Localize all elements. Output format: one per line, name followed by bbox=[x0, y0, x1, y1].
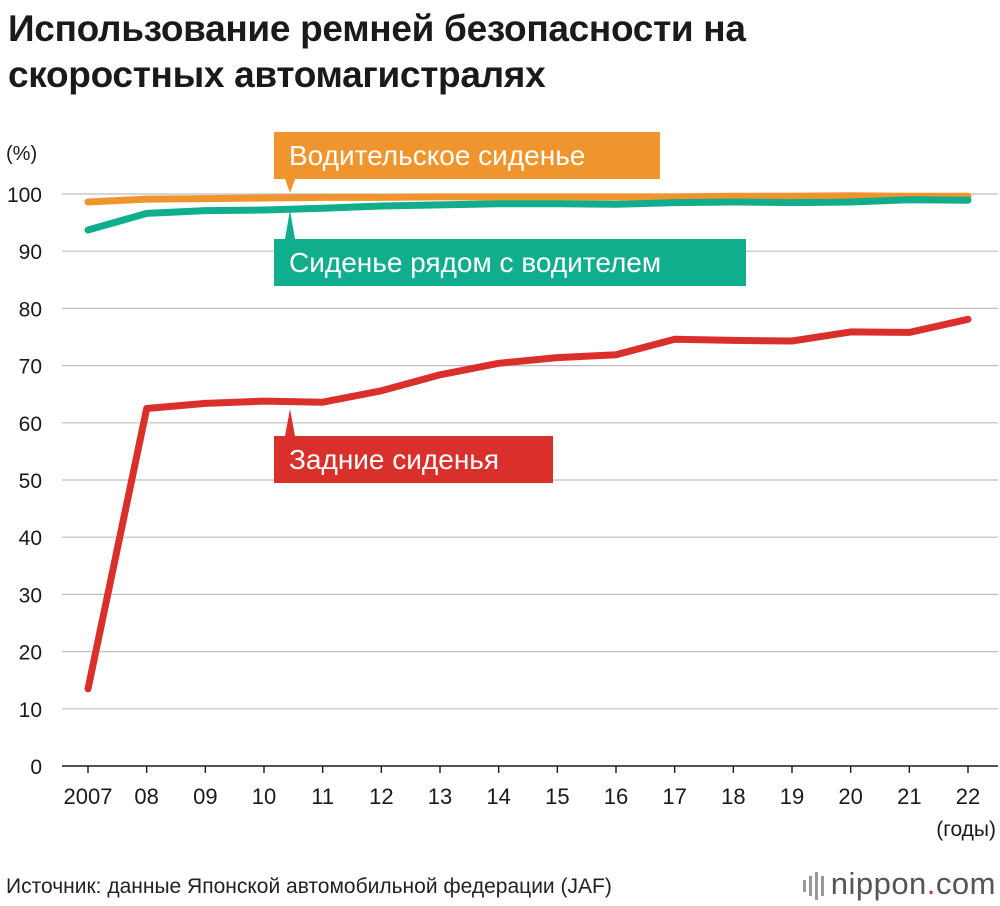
legend-pointer-driver-seat bbox=[285, 179, 295, 193]
x-tick-label-15: 15 bbox=[545, 784, 569, 809]
logo-name: nippon bbox=[830, 866, 927, 901]
nippon-logo-icon bbox=[802, 871, 824, 900]
x-tick-label-18: 18 bbox=[721, 784, 745, 809]
y-tick-label-30: 30 bbox=[19, 584, 42, 607]
x-tick-label-19: 19 bbox=[780, 784, 804, 809]
legend-label-rear-seats: Задние сиденья bbox=[289, 444, 499, 475]
source-note: Источник: данные Японской автомобильной … bbox=[6, 875, 612, 898]
logo-tld: com bbox=[935, 866, 996, 901]
legend-label-driver-seat: Водительское сиденье bbox=[289, 140, 585, 171]
series-line-front-passenger-seat bbox=[84, 196, 972, 234]
legend-label-front-passenger-seat: Сиденье рядом с водителем bbox=[289, 247, 661, 278]
y-tick-label-90: 90 bbox=[19, 241, 42, 264]
x-axis-unit: (годы) bbox=[936, 818, 996, 841]
legend-box-rear-seats bbox=[274, 436, 553, 483]
y-axis-unit: (%) bbox=[6, 143, 37, 165]
x-tick-label-12: 12 bbox=[369, 784, 393, 809]
x-tick-label-10: 10 bbox=[252, 784, 276, 809]
y-tick-label-20: 20 bbox=[19, 642, 42, 665]
x-tick-label-21: 21 bbox=[897, 784, 921, 809]
x-tick-label-2007: 2007 bbox=[64, 784, 113, 809]
legend-box-front-passenger-seat bbox=[274, 239, 746, 286]
x-tick-label-17: 17 bbox=[662, 784, 686, 809]
chart-title-line-1: Использование ремней безопасности на bbox=[8, 8, 746, 49]
x-tick-label-20: 20 bbox=[838, 784, 862, 809]
logo-dot: . bbox=[926, 866, 936, 901]
chart-title: Использование ремней безопасности на ско… bbox=[8, 6, 908, 98]
series-line-driver-seat bbox=[84, 192, 972, 206]
legend-pointer-front-passenger-seat bbox=[285, 210, 295, 239]
legend-box-driver-seat bbox=[274, 132, 660, 179]
nippon-logo: nippon.com bbox=[802, 866, 996, 902]
x-tick-label-09: 09 bbox=[193, 784, 217, 809]
legend-pointer-rear-seats bbox=[285, 409, 295, 436]
x-tick-label-11: 11 bbox=[311, 784, 334, 809]
y-tick-label-70: 70 bbox=[19, 356, 42, 379]
series-line-rear-seats bbox=[84, 315, 972, 693]
x-tick-label-08: 08 bbox=[134, 784, 158, 809]
y-tick-label-50: 50 bbox=[19, 470, 42, 493]
x-tick-label-14: 14 bbox=[486, 784, 510, 809]
y-tick-label-10: 10 bbox=[19, 699, 42, 722]
y-tick-label-60: 60 bbox=[19, 413, 42, 436]
x-tick-label-16: 16 bbox=[604, 784, 628, 809]
x-tick-label-13: 13 bbox=[428, 784, 452, 809]
y-tick-label-0: 0 bbox=[30, 756, 42, 779]
chart-title-line-2: скоростных автомагистралях bbox=[8, 54, 546, 95]
x-tick-label-22: 22 bbox=[956, 784, 980, 809]
y-tick-label-40: 40 bbox=[19, 527, 42, 550]
y-tick-label-80: 80 bbox=[19, 298, 42, 321]
y-tick-label-100: 100 bbox=[7, 184, 42, 207]
